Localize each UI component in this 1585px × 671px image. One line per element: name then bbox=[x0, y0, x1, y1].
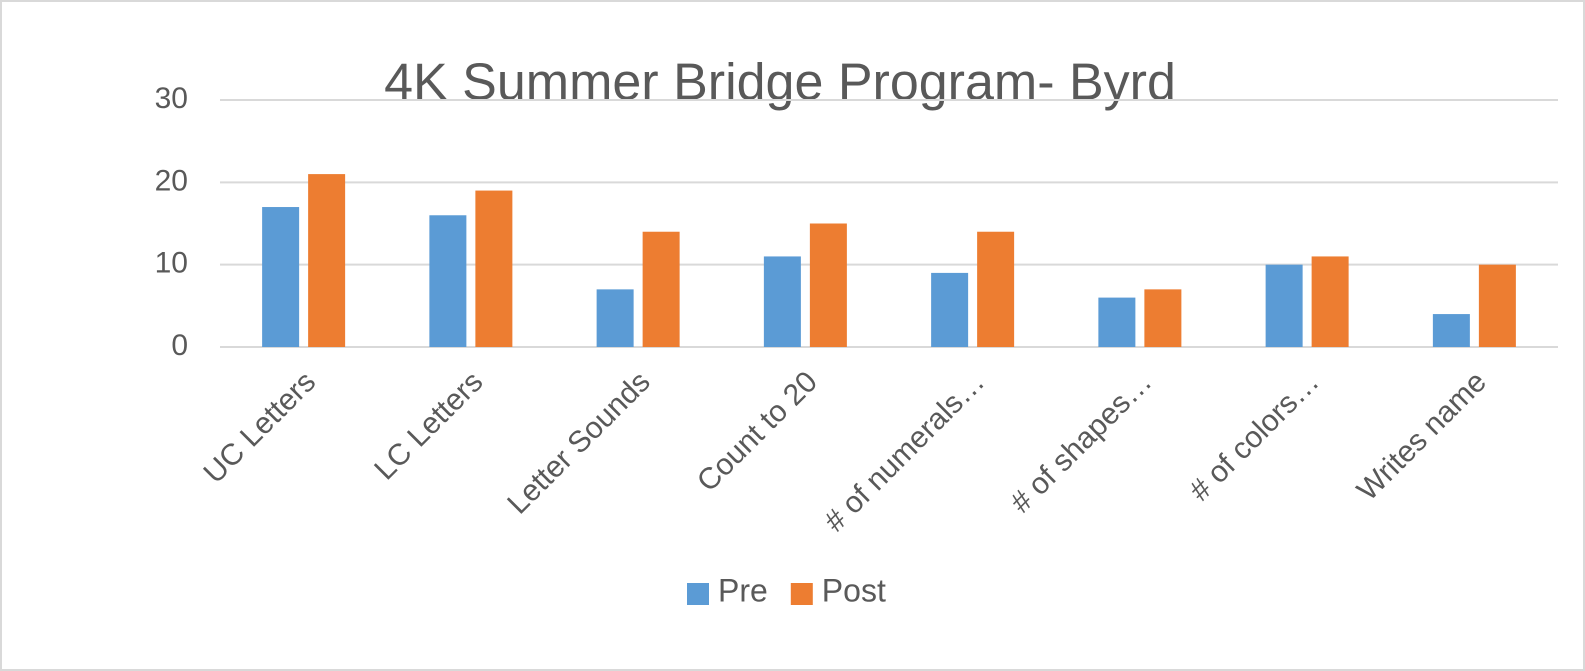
bar bbox=[1098, 297, 1136, 347]
legend-swatch bbox=[687, 583, 709, 605]
bar bbox=[596, 289, 634, 347]
bar bbox=[977, 231, 1015, 347]
bar bbox=[262, 207, 300, 347]
y-tick-label: 0 bbox=[171, 329, 188, 362]
bar bbox=[1311, 256, 1349, 347]
bar bbox=[1265, 264, 1303, 347]
chart-title: 4K Summer Bridge Program- Byrd bbox=[384, 54, 1176, 112]
bar bbox=[308, 174, 346, 347]
bar bbox=[642, 231, 680, 347]
bar bbox=[1432, 314, 1470, 347]
bar bbox=[475, 190, 513, 347]
bar bbox=[931, 272, 969, 347]
legend-label: Pre bbox=[718, 572, 768, 608]
bar bbox=[1478, 264, 1516, 347]
bar bbox=[809, 223, 847, 347]
y-tick-label: 20 bbox=[155, 164, 188, 197]
bar bbox=[763, 256, 801, 347]
legend-swatch bbox=[790, 583, 813, 605]
legend-label: Post bbox=[822, 572, 886, 608]
bar bbox=[429, 215, 467, 347]
bar bbox=[1144, 289, 1182, 347]
y-tick-label: 10 bbox=[155, 247, 188, 280]
y-tick-label: 30 bbox=[155, 82, 188, 115]
